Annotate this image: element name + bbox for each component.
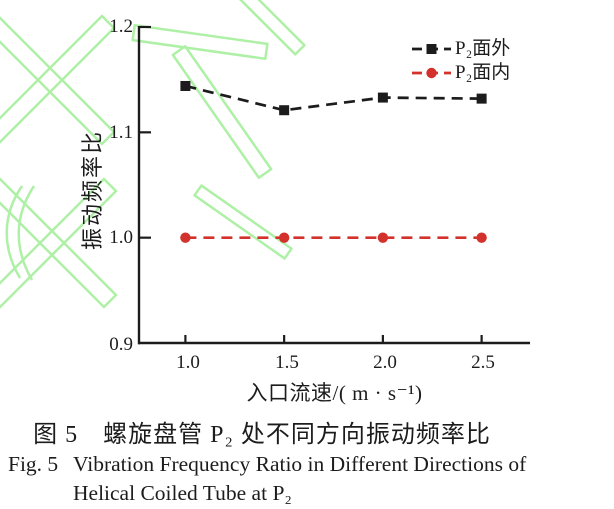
caption-chinese: 图 5 螺旋盘管 P₂ 处不同方向振动频率比 [33, 422, 491, 448]
xtick-label-1.5: 1.5 [275, 352, 299, 373]
caption-english-line2: Helical Coiled Tube at P₂ [73, 481, 292, 505]
legend-label-out-of-plane: P₂面外 [455, 38, 511, 59]
legend-label-in-plane: P₂面内 [455, 62, 511, 83]
ytick-label-1.0: 1.0 [109, 227, 133, 248]
x-axis-label: 入口流速/( m · s⁻¹) [246, 381, 423, 405]
y-axis-label: 振动频率比 [80, 130, 105, 251]
xtick-label-2.0: 2.0 [373, 352, 397, 373]
ytick-label-0.9: 0.9 [109, 334, 133, 355]
caption-figure-number: Fig. 5 [8, 452, 59, 476]
xtick-label-1.0: 1.0 [176, 352, 200, 373]
ytick-label-1.1: 1.1 [109, 122, 133, 143]
xtick-label-2.5: 2.5 [471, 352, 495, 373]
caption-english-line1: Vibration Frequency Ratio in Different D… [73, 452, 527, 476]
ytick-label-1.2: 1.2 [109, 16, 133, 37]
